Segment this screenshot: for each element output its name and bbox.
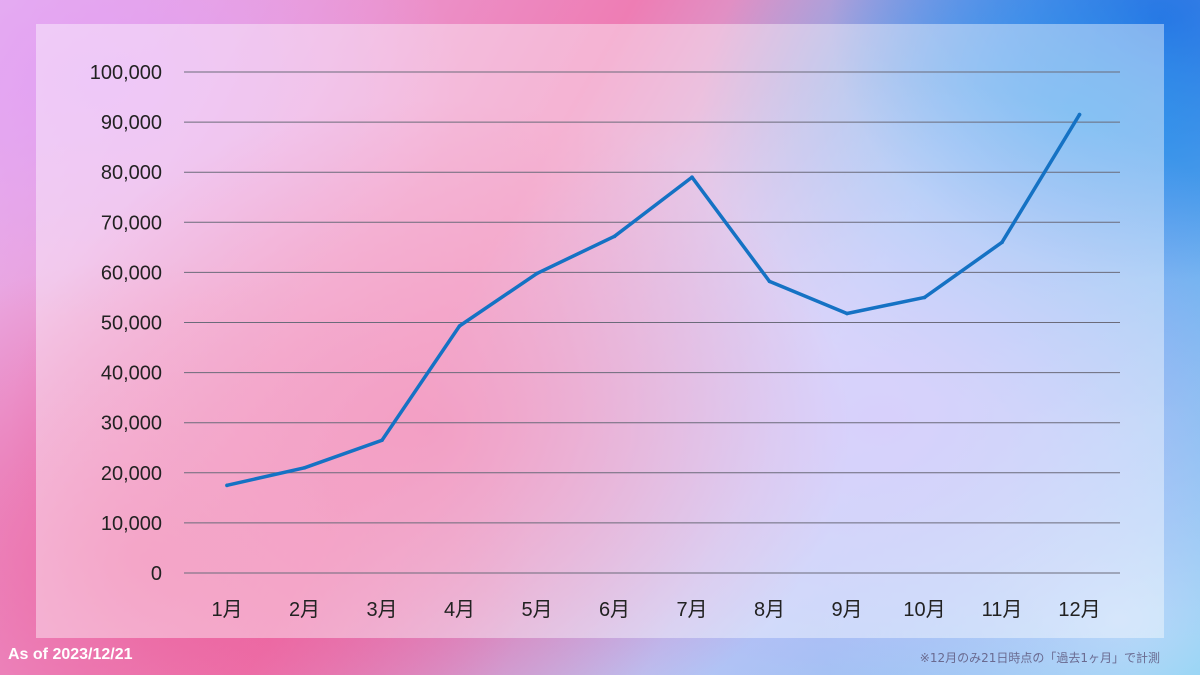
data-point bbox=[225, 483, 229, 488]
x-axis-ticks: 1月 2月 3月 4月 5月 6月 7月 8月 9月 10月 11月 12月 bbox=[211, 599, 1100, 621]
measurement-note: ※12月のみ21日時点の「過去1ヶ月」で計測 bbox=[919, 651, 1160, 665]
x-tick-label: 1月 bbox=[211, 599, 242, 621]
data-point bbox=[380, 438, 384, 443]
y-tick-label: 90,000 bbox=[101, 112, 162, 134]
x-tick-label: 7月 bbox=[676, 599, 707, 621]
y-tick-label: 10,000 bbox=[101, 513, 162, 535]
x-tick-label: 10月 bbox=[903, 599, 945, 621]
data-point bbox=[690, 175, 694, 180]
x-tick-label: 8月 bbox=[754, 599, 785, 621]
data-point bbox=[1000, 240, 1004, 245]
data-point bbox=[535, 271, 539, 276]
y-tick-label: 80,000 bbox=[101, 162, 162, 184]
y-axis-ticks: 0 10,000 20,000 30,000 40,000 50,000 60,000 70,… bbox=[90, 62, 162, 585]
x-tick-label: 3月 bbox=[366, 599, 397, 621]
y-tick-label: 70,000 bbox=[101, 212, 162, 234]
data-point bbox=[302, 465, 307, 470]
y-tick-label: 20,000 bbox=[101, 463, 162, 485]
y-tick-label: 30,000 bbox=[101, 413, 162, 435]
y-tick-label: 50,000 bbox=[101, 313, 162, 335]
x-tick-label: 12月 bbox=[1058, 599, 1100, 621]
x-tick-label: 5月 bbox=[521, 599, 552, 621]
data-point bbox=[612, 234, 617, 239]
data-point bbox=[1077, 112, 1082, 117]
x-tick-label: 6月 bbox=[599, 599, 630, 621]
series-layer bbox=[225, 112, 1082, 488]
data-point bbox=[767, 279, 772, 284]
data-point bbox=[457, 324, 462, 328]
x-tick-label: 9月 bbox=[831, 599, 862, 621]
x-tick-label: 2月 bbox=[289, 599, 320, 621]
y-tick-label: 60,000 bbox=[101, 262, 162, 284]
series-line bbox=[225, 112, 1082, 488]
x-tick-label: 4月 bbox=[444, 599, 475, 621]
y-tick-label: 100,000 bbox=[90, 62, 162, 84]
y-tick-label: 0 bbox=[151, 563, 162, 585]
x-tick-label: 11月 bbox=[982, 599, 1023, 621]
data-point bbox=[922, 295, 927, 300]
y-tick-label: 40,000 bbox=[101, 363, 162, 385]
as-of-date: As of 2023/12/21 bbox=[8, 646, 133, 663]
chart-panel bbox=[36, 24, 1164, 638]
gridlines bbox=[184, 71, 1120, 574]
data-point bbox=[845, 311, 849, 316]
